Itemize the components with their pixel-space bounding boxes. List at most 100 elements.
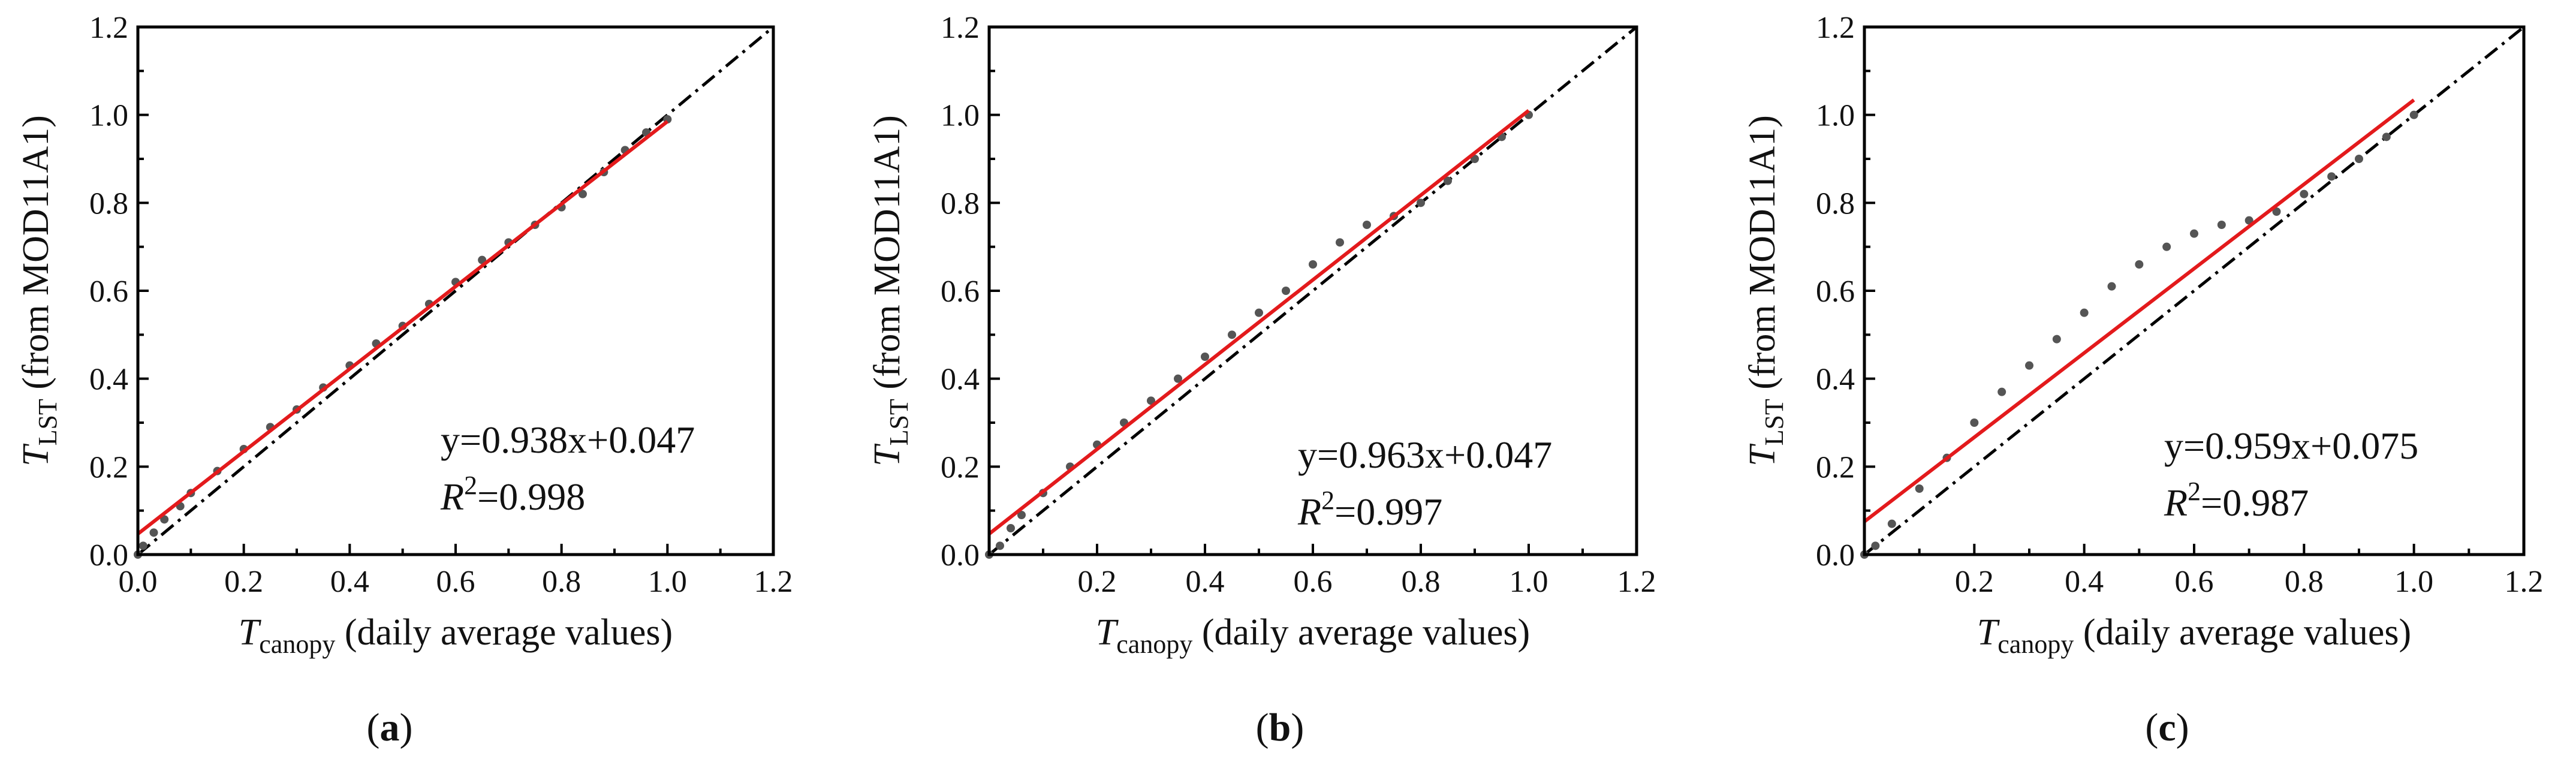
data-point (2135, 260, 2144, 269)
data-point (2025, 361, 2033, 370)
data-point (2052, 335, 2061, 344)
data-point (2217, 221, 2226, 229)
x-tick-label: 0.4 (330, 565, 369, 599)
data-point (579, 189, 587, 198)
x-tick-label: 0.6 (2175, 565, 2214, 599)
fit-line (1863, 98, 2415, 523)
panel-a: 0.0 0.2 0.4 0.6 0.8 1.0 1.2 0.0 0.2 0.4 0.6 0.8 1.0 1… (16, 11, 793, 749)
y-tick-label: 0.8 (941, 186, 980, 221)
x-tick-label: 0.8 (1402, 565, 1441, 599)
x-tick-label: 0.4 (2065, 565, 2104, 599)
x-tick-label: 0.8 (2285, 565, 2324, 599)
x-tick-label: 0.6 (1294, 565, 1333, 599)
r-squared: R2=0.997 (1297, 486, 1442, 533)
y-tick-label: 0.0 (941, 538, 980, 573)
data-point (2382, 132, 2391, 141)
y-tick-label: 0.8 (1816, 186, 1855, 221)
y-tick-label: 0.2 (1816, 450, 1855, 484)
data-point (2244, 216, 2253, 225)
y-tick-label: 0.4 (1816, 363, 1855, 397)
data-point (1017, 511, 1026, 519)
y-tick-label: 1.0 (89, 99, 128, 133)
y-tick-label: 1.2 (1816, 11, 1855, 45)
r-squared: R2=0.998 (440, 471, 585, 518)
data-point (996, 541, 1004, 550)
panel-label: (b) (1256, 706, 1304, 749)
x-tick-label: 0.2 (1955, 565, 1994, 599)
x-tick-label: 0.0 (119, 565, 158, 599)
data-point (1309, 260, 1317, 269)
data-point (1970, 418, 1979, 427)
y-tick-label: 1.0 (941, 99, 980, 133)
data-point (1282, 287, 1290, 295)
data-point (2272, 207, 2281, 216)
fit-equation: y=0.959x+0.075 (2164, 424, 2418, 467)
data-point (1255, 308, 1263, 317)
fit-equation: y=0.938x+0.047 (441, 418, 695, 461)
x-tick-label: 0.2 (1078, 565, 1117, 599)
y-axis-title: TLST (from MOD11A1) (16, 115, 62, 466)
y-tick-label: 1.0 (1816, 99, 1855, 133)
fit-line (988, 109, 1530, 535)
data-point (1174, 374, 1182, 383)
panel-b: 0.2 0.4 0.6 0.8 1.0 1.2 0.0 0.2 0.4 0.6 0.8 1.0 1.2 T… (867, 11, 1656, 749)
y-tick-label: 0.0 (89, 538, 128, 573)
y-tick-label: 0.8 (89, 186, 128, 221)
panel-c: 0.2 0.4 0.6 0.8 1.0 1.2 0.0 0.2 0.4 0.6 0.8 1.0 1.2 T… (1742, 11, 2544, 749)
y-tick-label: 1.2 (941, 11, 980, 45)
x-tick-label: 0.4 (1186, 565, 1225, 599)
y-tick-label: 0.6 (89, 275, 128, 309)
data-point (2190, 229, 2198, 238)
y-axis-title: TLST (from MOD11A1) (1742, 115, 1789, 466)
y-axis-title: TLST (from MOD11A1) (867, 115, 914, 466)
panel-label: (c) (2145, 706, 2189, 749)
data-point (1147, 396, 1155, 405)
x-axis-title: Tcanopy (daily average values) (1096, 612, 1530, 659)
one-to-one-line (137, 26, 775, 556)
data-point (1228, 330, 1236, 339)
data-point (1336, 238, 1344, 247)
x-tick-label: 1.2 (754, 565, 793, 599)
data-point (2162, 242, 2171, 251)
x-tick-label: 1.2 (1617, 565, 1656, 599)
one-to-one-line (1863, 26, 2525, 556)
y-tick-label: 1.2 (89, 11, 128, 45)
x-tick-label: 0.6 (436, 565, 475, 599)
data-point (2409, 110, 2418, 119)
x-tick-label: 0.2 (224, 565, 263, 599)
y-tick-label: 0.6 (1816, 275, 1855, 309)
x-tick-label: 0.8 (542, 565, 581, 599)
y-tick-label: 0.6 (941, 275, 980, 309)
data-point (1871, 541, 1880, 550)
data-point (1887, 519, 1896, 528)
fit-equation: y=0.963x+0.047 (1298, 433, 1552, 476)
panel-label: (a) (367, 706, 413, 749)
data-point (2327, 172, 2336, 181)
data-point (1417, 198, 1425, 207)
data-point (149, 528, 158, 537)
data-point (160, 515, 169, 524)
data-point (1444, 176, 1452, 185)
data-point (1363, 221, 1371, 229)
x-tick-label: 1.0 (648, 565, 687, 599)
x-tick-label: 1.0 (2394, 565, 2433, 599)
data-point (2080, 308, 2089, 317)
data-point (1915, 484, 1924, 493)
r-squared: R2=0.987 (2164, 477, 2309, 524)
x-tick-label: 1.2 (2505, 565, 2544, 599)
data-point (1201, 353, 1209, 361)
data-point (1007, 524, 1015, 532)
y-tick-label: 0.4 (941, 363, 980, 397)
data-point (2300, 189, 2309, 198)
x-axis-title: Tcanopy (daily average values) (239, 612, 673, 659)
y-tick-label: 0.4 (89, 363, 128, 397)
y-tick-label: 0.0 (1816, 538, 1855, 573)
fit-line (137, 120, 669, 535)
x-axis-title: Tcanopy (daily average values) (1977, 612, 2411, 659)
x-tick-label: 1.0 (1510, 565, 1548, 599)
data-point (138, 541, 147, 550)
y-tick-label: 0.2 (89, 450, 128, 484)
data-point (1997, 387, 2006, 396)
y-tick-label: 0.2 (941, 450, 980, 484)
